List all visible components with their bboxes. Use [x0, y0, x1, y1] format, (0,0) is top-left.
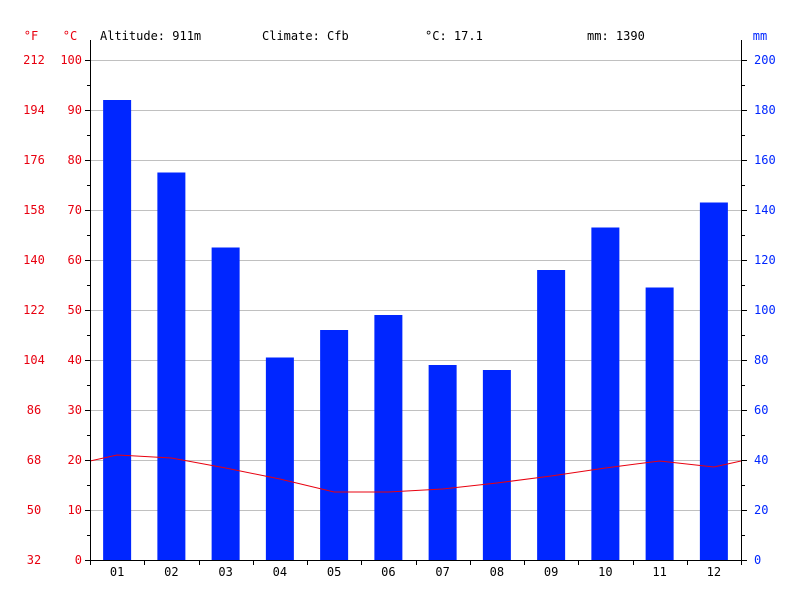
celsius-tick-label: 70	[68, 203, 82, 217]
precip-bar-01	[103, 100, 132, 560]
mm-tick-label: 200	[754, 53, 776, 67]
mm-tick-label: 60	[754, 403, 768, 417]
month-label-04: 04	[273, 565, 287, 579]
precip-bar-07	[428, 365, 457, 560]
precip-bar-10	[591, 227, 620, 560]
precip-bar-03	[211, 247, 240, 560]
celsius-tick-label: 10	[68, 503, 82, 517]
mm-tick-label: 160	[754, 153, 776, 167]
mm-tick-label: 120	[754, 253, 776, 267]
month-label-01: 01	[110, 565, 124, 579]
mm-tick-label: 40	[754, 453, 768, 467]
fahrenheit-tick-label: 50	[27, 503, 41, 517]
celsius-tick-label: 80	[68, 153, 82, 167]
celsius-tick-label: 30	[68, 403, 82, 417]
fahrenheit-tick-label: 86	[27, 403, 41, 417]
celsius-tick-label: 60	[68, 253, 82, 267]
fahrenheit-tick-label: 158	[23, 203, 45, 217]
precip-bar-04	[265, 357, 294, 560]
fahrenheit-tick-label: 32	[27, 553, 41, 567]
month-label-10: 10	[598, 565, 612, 579]
mm-tick-label: 180	[754, 103, 776, 117]
fahrenheit-tick-label: 194	[23, 103, 45, 117]
celsius-tick-label: 0	[75, 553, 82, 567]
month-label-06: 06	[381, 565, 395, 579]
celsius-tick-label: 50	[68, 303, 82, 317]
month-label-09: 09	[544, 565, 558, 579]
fahrenheit-tick-label: 140	[23, 253, 45, 267]
month-label-02: 02	[164, 565, 178, 579]
fahrenheit-tick-label: 176	[23, 153, 45, 167]
tick-labels: 3250688610412214015817619421201020304050…	[23, 53, 776, 579]
month-label-03: 03	[218, 565, 232, 579]
fahrenheit-tick-label: 68	[27, 453, 41, 467]
mm-tick-label: 140	[754, 203, 776, 217]
mm-unit-label: mm	[753, 29, 767, 43]
altitude-label: Altitude: 911m	[100, 29, 201, 43]
month-label-07: 07	[435, 565, 449, 579]
precipitation-bars	[103, 100, 728, 560]
mm-tick-label: 100	[754, 303, 776, 317]
mm-tick-label: 80	[754, 353, 768, 367]
celsius-tick-label: 20	[68, 453, 82, 467]
fahrenheit-tick-label: 122	[23, 303, 45, 317]
celsius-tick-label: 40	[68, 353, 82, 367]
mm-tick-label: 20	[754, 503, 768, 517]
total-precip-label: mm: 1390	[587, 29, 645, 43]
precip-bar-12	[699, 202, 728, 560]
precip-bar-02	[157, 172, 186, 560]
month-label-05: 05	[327, 565, 341, 579]
celsius-tick-label: 100	[60, 53, 82, 67]
precip-bar-08	[482, 370, 511, 560]
precip-bar-09	[537, 270, 566, 560]
month-label-12: 12	[707, 565, 721, 579]
precip-bar-06	[374, 315, 403, 560]
fahrenheit-unit-label: °F	[24, 29, 38, 43]
celsius-unit-label: °C	[63, 29, 77, 43]
precip-bar-05	[320, 330, 349, 560]
mm-tick-label: 0	[754, 553, 761, 567]
avg-temp-label: °C: 17.1	[425, 29, 483, 43]
temperature-line	[89, 454, 742, 493]
climate-label: Climate: Cfb	[262, 29, 349, 43]
month-label-08: 08	[490, 565, 504, 579]
axes	[85, 40, 747, 565]
precip-bar-11	[645, 287, 674, 560]
fahrenheit-tick-label: 104	[23, 353, 45, 367]
fahrenheit-tick-label: 212	[23, 53, 45, 67]
month-label-11: 11	[652, 565, 666, 579]
celsius-tick-label: 90	[68, 103, 82, 117]
grid-lines	[90, 60, 741, 511]
